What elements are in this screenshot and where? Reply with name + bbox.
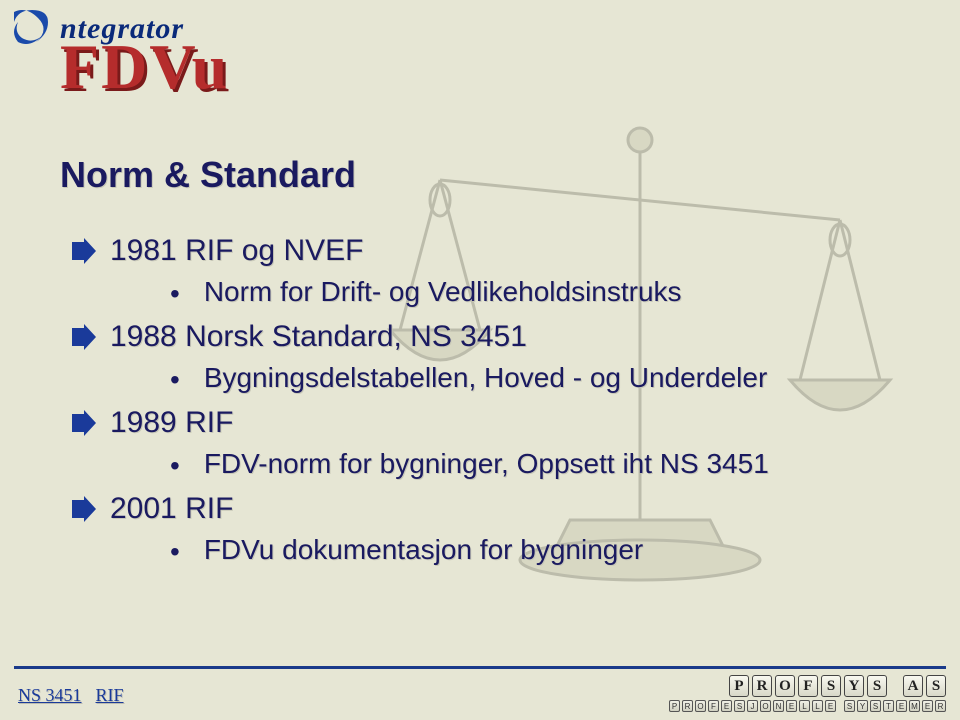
skey-letter: N [773,700,784,712]
skey-spacer [838,700,842,712]
slide-content: FDVu Norm & Standard 1981 RIF og NVEF • … [60,30,920,578]
bullet-level2: • Bygningsdelstabellen, Hoved - og Under… [170,362,920,398]
arrow-icon [70,238,96,264]
key-letter: R [752,675,772,697]
skey-letter: E [896,700,907,712]
skey-letter: R [682,700,693,712]
bullet-text: 2001 RIF [110,492,233,526]
key-spacer [890,675,900,697]
bullet-level2: • FDVu dokumentasjon for bygninger [170,534,920,570]
dot-icon: • [170,362,180,398]
skey-letter: S [734,700,745,712]
key-letter: Y [844,675,864,697]
footer-divider [14,666,946,669]
skey-letter: E [825,700,836,712]
bullet-text: 1981 RIF og NVEF [110,234,363,268]
skey-letter: F [708,700,719,712]
rif-link[interactable]: RIF [96,685,124,706]
arrow-icon [70,410,96,436]
key-letter: O [775,675,795,697]
bullet-text: FDVu dokumentasjon for bygninger [204,534,643,566]
dot-icon: • [170,534,180,570]
skey-letter: P [669,700,680,712]
arrow-icon [70,496,96,522]
skey-letter: M [909,700,920,712]
slide-footer: NS 3451 RIF P R O F S Y S A S P R O F E … [0,666,960,720]
skey-letter: E [721,700,732,712]
skey-letter: S [870,700,881,712]
skey-letter: O [760,700,771,712]
key-letter: S [867,675,887,697]
skey-letter: L [799,700,810,712]
key-letter: S [821,675,841,697]
skey-letter: R [935,700,946,712]
bullet-level1: 1981 RIF og NVEF [70,234,920,268]
skey-letter: Y [857,700,868,712]
bullet-level1: 1989 RIF [70,406,920,440]
bullet-text: FDV-norm for bygninger, Oppsett iht NS 3… [204,448,769,480]
skey-letter: E [922,700,933,712]
bullet-level1: 1988 Norsk Standard, NS 3451 [70,320,920,354]
bullet-text: Bygningsdelstabellen, Hoved - og Underde… [204,362,767,394]
key-letter: P [729,675,749,697]
dot-icon: • [170,448,180,484]
dot-icon: • [170,276,180,312]
skey-letter: S [844,700,855,712]
profsys-logo: P R O F S Y S A S P R O F E S J O N E L … [669,675,946,712]
arrow-icon [70,324,96,350]
bullet-level2: • Norm for Drift- og Vedlikeholdsinstruk… [170,276,920,312]
skey-letter: J [747,700,758,712]
profsys-row1: P R O F S Y S A S [669,675,946,697]
bullet-list: 1981 RIF og NVEF • Norm for Drift- og Ve… [70,234,920,570]
skey-letter: L [812,700,823,712]
bullet-text: 1988 Norsk Standard, NS 3451 [110,320,527,354]
bullet-level2: • FDV-norm for bygninger, Oppsett iht NS… [170,448,920,484]
skey-letter: O [695,700,706,712]
key-letter: S [926,675,946,697]
skey-letter: T [883,700,894,712]
profsys-row2: P R O F E S J O N E L L E S Y S T E M E … [669,700,946,712]
slide-subhead: Norm & Standard [60,154,920,196]
bullet-text: 1989 RIF [110,406,233,440]
bullet-text: Norm for Drift- og Vedlikeholdsinstruks [204,276,682,308]
reference-links: NS 3451 RIF [18,685,124,706]
ns3451-link[interactable]: NS 3451 [18,685,82,706]
key-letter: A [903,675,923,697]
slide-title: FDVu [60,30,920,104]
bullet-level1: 2001 RIF [70,492,920,526]
key-letter: F [798,675,818,697]
skey-letter: E [786,700,797,712]
